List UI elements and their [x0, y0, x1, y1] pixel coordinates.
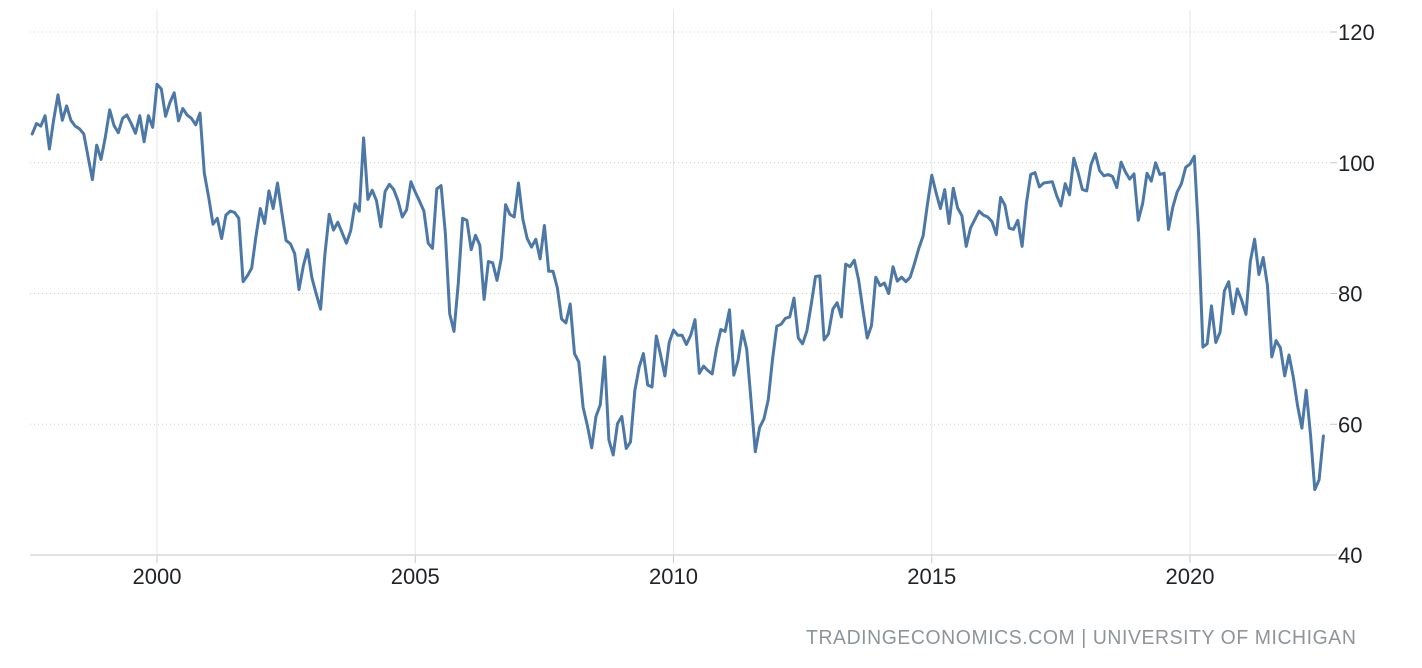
series-line[interactable]: [30, 82, 1325, 492]
x-tick-label: 2005: [391, 564, 440, 589]
y-tick-label: 80: [1338, 282, 1362, 307]
y-tick-label: 100: [1338, 151, 1375, 176]
x-tick-label: 2015: [907, 564, 956, 589]
chart-attribution: TRADINGECONOMICS.COM | UNIVERSITY OF MIC…: [806, 627, 1356, 650]
x-tick-label: 2020: [1166, 564, 1215, 589]
x-tick-label: 2010: [649, 564, 698, 589]
y-tick-label: 120: [1338, 20, 1375, 45]
attribution-text: TRADINGECONOMICS.COM | UNIVERSITY OF MIC…: [805, 627, 1356, 649]
x-tick-label: 2000: [133, 564, 182, 589]
y-tick-label: 40: [1338, 543, 1362, 568]
y-tick-label: 60: [1338, 412, 1362, 437]
